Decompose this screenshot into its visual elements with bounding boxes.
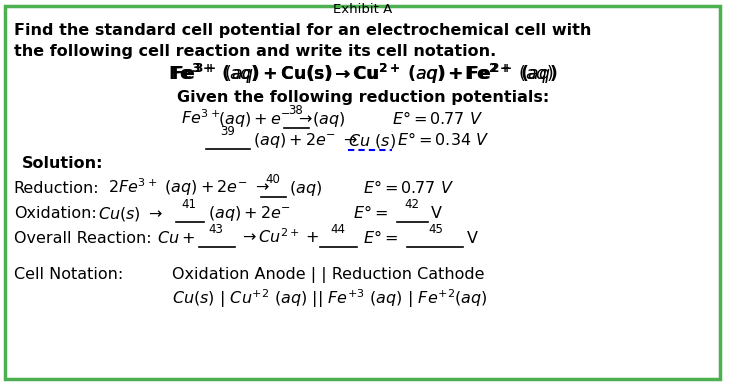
Text: $\mathbf{Fe^{3+}\ \mathit{(aq)} + Cu(s) \rightarrow Cu^{2+}\ \mathit{(aq)} + Fe^: $\mathbf{Fe^{3+}\ \mathit{(aq)} + Cu(s) … [171,61,554,86]
Text: $E°= 0.34\ V$: $E°= 0.34\ V$ [397,131,489,149]
Text: $Cu(s)\ |\ Cu^{+2}\ (aq)\ ||\ Fe^{+3}\ (aq)\ |\ Fe^{+2}(aq)$: $Cu(s)\ |\ Cu^{+2}\ (aq)\ ||\ Fe^{+3}\ (… [172,288,487,310]
Text: Overall Reaction:: Overall Reaction: [14,231,152,246]
Text: $Fe^{3+}$: $Fe^{3+}$ [181,108,221,126]
Text: Exhibit A: Exhibit A [333,3,392,16]
Text: Oxidation:: Oxidation: [14,206,96,221]
Text: 42: 42 [404,199,419,211]
Text: 40: 40 [265,174,280,186]
Text: 38: 38 [289,104,303,116]
Text: $E°=$: $E°=$ [363,229,397,246]
Text: $(aq)+2e^{-}$: $(aq)+2e^{-}$ [208,204,291,223]
Text: the following cell reaction and write its cell notation.: the following cell reaction and write it… [14,44,496,59]
Text: $(aq)$: $(aq)$ [289,179,322,199]
Text: Reduction:: Reduction: [14,181,99,196]
Text: $E°= 0.77\ V$: $E°= 0.77\ V$ [363,179,454,196]
Text: V: V [431,206,443,221]
Text: $Cu\ (s)$: $Cu\ (s)$ [348,132,396,150]
Text: Solution:: Solution: [21,156,103,171]
Text: 41: 41 [181,199,197,211]
Text: 45: 45 [428,223,443,236]
Text: $\mathbf{Fe}^{\mathbf{3+}}\mathbf{\ (}$$\mathbf{\mathit{aq}}\mathbf{)+ Cu(s) \ri: $\mathbf{Fe}^{\mathbf{3+}}\mathbf{\ (}$$… [168,61,558,86]
Text: V: V [466,231,477,246]
Text: $Cu +$: $Cu +$ [157,230,195,246]
Text: $(aq)+2e^{-}\ \rightarrow$: $(aq)+2e^{-}\ \rightarrow$ [253,131,358,151]
Text: $(aq)$: $(aq)$ [312,109,345,129]
Text: Given the following reduction potentials:: Given the following reduction potentials… [177,89,549,104]
Text: $\rightarrow Cu^{2+}+$: $\rightarrow Cu^{2+}+$ [239,228,319,246]
Text: $(aq) + e^{-}\ \rightarrow$: $(aq) + e^{-}\ \rightarrow$ [218,109,313,129]
Text: $Cu(s)\ \rightarrow$: $Cu(s)\ \rightarrow$ [98,205,163,223]
Text: 39: 39 [220,126,235,139]
Text: $E°= 0.77\ V$: $E°= 0.77\ V$ [392,109,483,126]
Text: 44: 44 [331,223,346,236]
Text: Cell Notation:: Cell Notation: [14,267,123,282]
Text: Oxidation Anode | | Reduction Cathode: Oxidation Anode | | Reduction Cathode [172,267,484,283]
Text: 43: 43 [208,223,223,236]
Text: Find the standard cell potential for an electrochemical cell with: Find the standard cell potential for an … [14,23,591,38]
Text: $2Fe^{3+}\ (aq) + 2e^{-}\ \rightarrow$: $2Fe^{3+}\ (aq) + 2e^{-}\ \rightarrow$ [108,177,270,199]
Text: $E°=$: $E°=$ [353,204,388,221]
